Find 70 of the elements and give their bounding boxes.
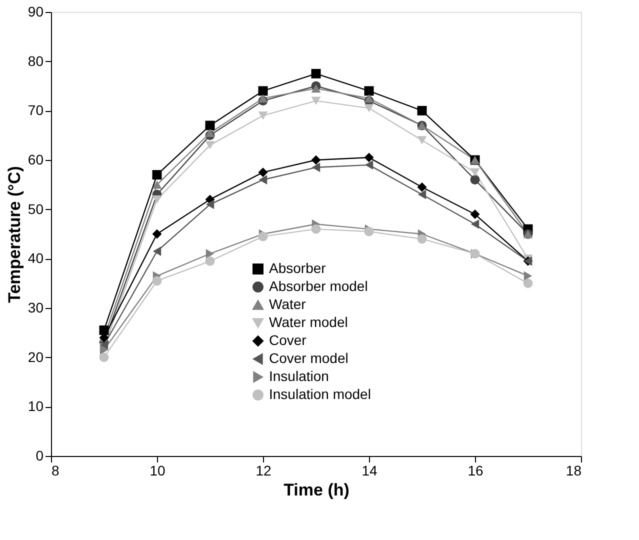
point [258, 111, 268, 120]
point [417, 106, 427, 116]
point [470, 175, 480, 184]
point [206, 248, 214, 258]
point [205, 141, 215, 150]
point [311, 96, 321, 105]
legend-label: Absorber model [269, 278, 368, 294]
x-axis-title: Time (h) [284, 480, 350, 500]
point [258, 232, 268, 242]
y-tick-label: 20 [28, 348, 44, 365]
point [152, 195, 162, 204]
point [258, 94, 268, 102]
y-tick-label: 30 [28, 300, 44, 316]
point [100, 345, 108, 355]
point [417, 182, 427, 192]
point [258, 168, 268, 178]
y-tick-label: 60 [28, 152, 44, 168]
x-tick-label: 18 [566, 462, 582, 478]
point [258, 86, 268, 96]
point [364, 152, 374, 162]
y-tick-label: 50 [28, 200, 44, 217]
point [205, 256, 215, 266]
point [524, 271, 532, 281]
point [152, 246, 162, 256]
y-tick-label: 40 [28, 250, 44, 266]
y-axis-title: Temperature (°C) [4, 166, 24, 303]
legend-label: Water [269, 296, 306, 312]
point [311, 155, 321, 165]
point [364, 160, 374, 170]
x-tick-label: 12 [256, 462, 272, 478]
y-tick-label: 80 [28, 52, 44, 69]
point [152, 276, 162, 286]
legend-label: Cover [269, 332, 307, 348]
x-tick-label: 14 [362, 462, 378, 478]
x-tick-label: 10 [150, 462, 166, 478]
point [311, 68, 321, 78]
point [205, 120, 215, 130]
x-tick-label: 16 [468, 462, 484, 478]
point [152, 229, 162, 239]
y-tick-label: 90 [28, 4, 44, 20]
point [152, 170, 162, 180]
point [364, 226, 374, 236]
point [206, 200, 214, 210]
x-tick-label: 8 [52, 462, 60, 478]
point [417, 234, 427, 244]
legend-label: Cover model [269, 350, 348, 366]
y-tick-label: 0 [36, 448, 44, 464]
point [100, 340, 108, 350]
legend-label: Water model [269, 314, 348, 330]
point [99, 352, 109, 362]
point [470, 210, 480, 220]
point [364, 86, 374, 96]
legend-label: Insulation model [269, 386, 371, 402]
legend-label: Absorber [269, 260, 326, 276]
point [523, 278, 533, 288]
point [205, 128, 215, 137]
point [364, 94, 374, 102]
point [311, 224, 321, 234]
point [364, 104, 374, 112]
point [470, 168, 480, 176]
point [312, 162, 320, 172]
y-tick-label: 10 [28, 398, 44, 414]
point [418, 190, 426, 200]
point [258, 174, 268, 184]
point [470, 219, 480, 229]
point [417, 136, 427, 144]
y-tick-label: 70 [28, 102, 44, 118]
legend-label: Insulation [269, 368, 329, 384]
point [311, 84, 321, 93]
point [152, 180, 162, 189]
